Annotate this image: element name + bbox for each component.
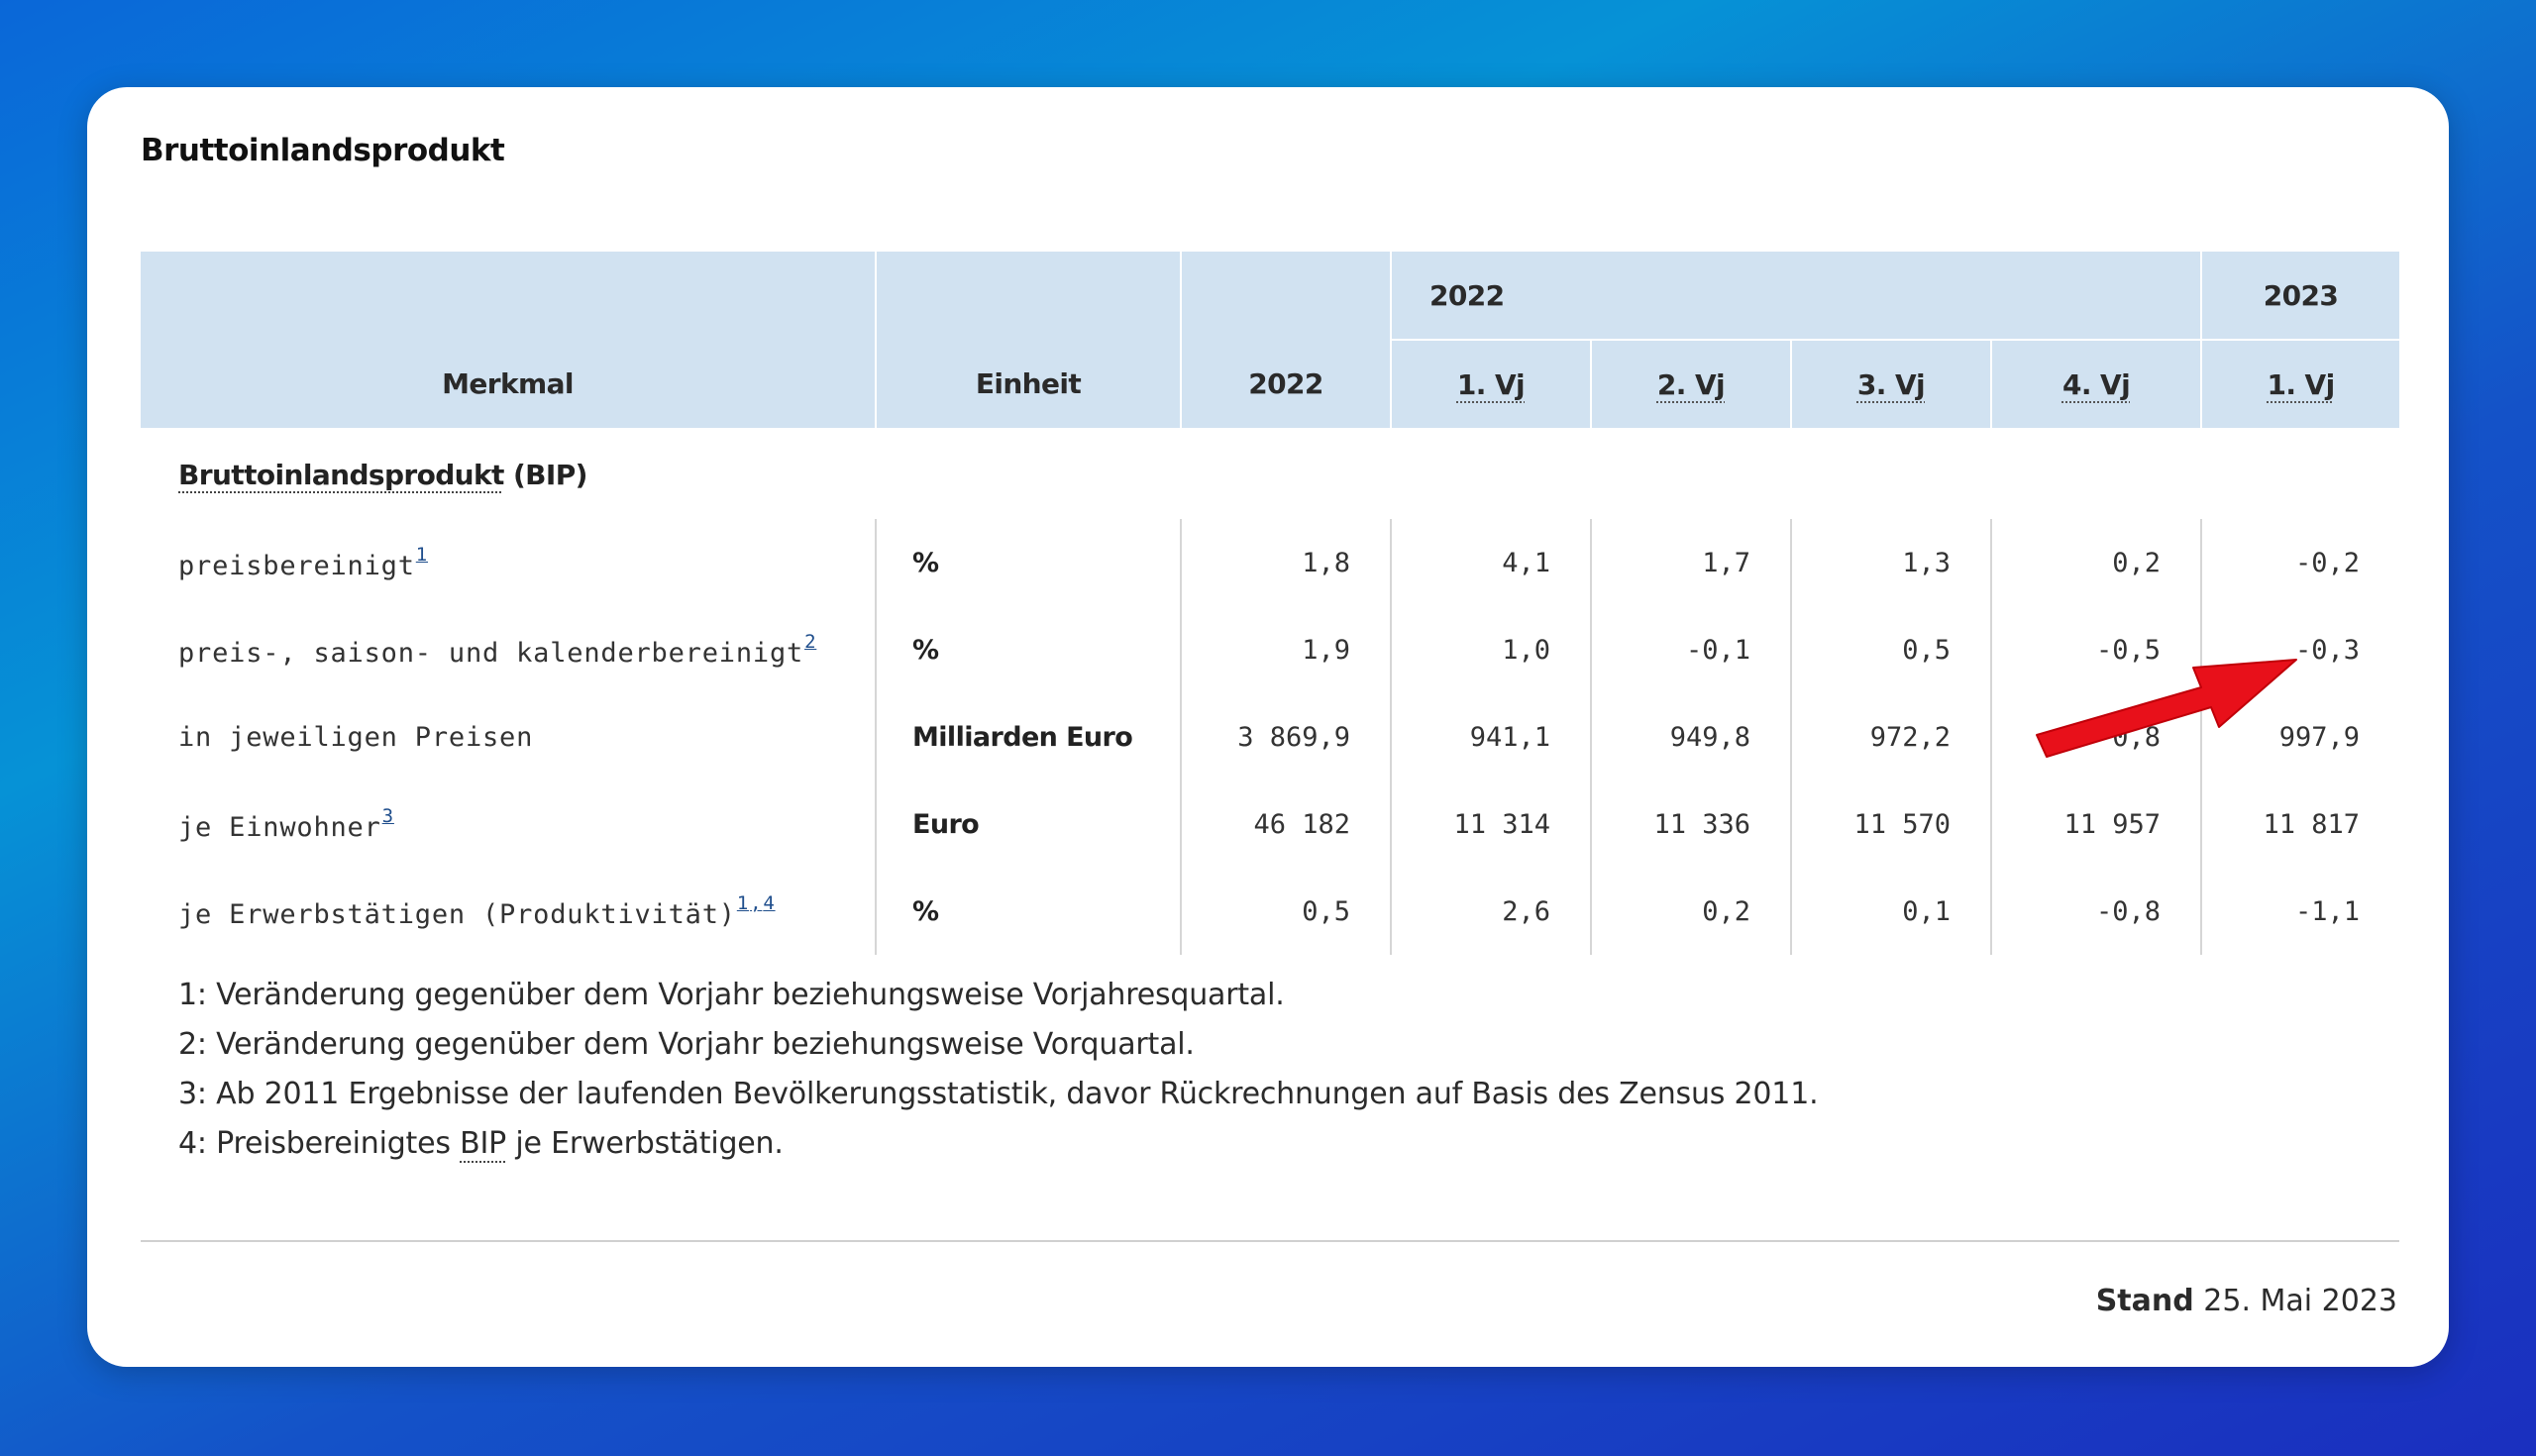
row-unit: % <box>875 519 1181 606</box>
row-unit: % <box>875 868 1181 955</box>
cell-value: 2,6 <box>1390 868 1591 955</box>
section-suffix: (BIP) <box>512 458 587 491</box>
header-quarter: 4. Vj <box>1991 340 2203 430</box>
footnote-link[interactable]: 1 <box>736 892 750 914</box>
stand-value: 25. Mai 2023 <box>2203 1284 2397 1318</box>
divider <box>141 1240 2399 1242</box>
row-unit: % <box>875 606 1181 693</box>
row-label-text: preisbereinigt <box>178 551 415 581</box>
section-row: Bruttoinlandsprodukt (BIP) <box>141 429 2399 519</box>
stand-label: Stand <box>2095 1284 2194 1318</box>
cell-value: -0,2 <box>2200 519 2400 606</box>
table-row: preis-, saison- und kalenderbereinigt2 %… <box>141 606 2400 693</box>
cell-value: 1,3 <box>1790 519 1991 606</box>
header-row-quarters: 1. Vj 2. Vj 3. Vj 4. Vj 1. Vj <box>141 340 2400 430</box>
cell-value: 949,8 <box>1590 693 1791 780</box>
cell-value: 0,2 <box>1590 868 1791 955</box>
header-quarter: 1. Vj <box>1391 340 1592 430</box>
quarter-abbr: 3. Vj <box>1856 367 1926 401</box>
cell-value: 972,2 <box>1790 693 1991 780</box>
footnote-link[interactable]: 4 <box>763 892 776 914</box>
cell-value: 1,8 <box>1180 519 1391 606</box>
table-row: in jeweiligen Preisen Milliarden Euro 3 … <box>141 693 2400 780</box>
footnote-link[interactable]: 2 <box>804 631 817 653</box>
quarter-abbr: 1. Vj <box>1456 367 1526 401</box>
cell-value: 0,2 <box>1989 519 2202 606</box>
section-title: Bruttoinlandsprodukt (BIP) <box>141 429 2399 519</box>
quarter-abbr: 2. Vj <box>1656 367 1726 401</box>
row-label: je Einwohner3 <box>141 780 876 868</box>
cell-value: 0,5 <box>1790 606 1991 693</box>
header-group-2023: 2023 <box>2201 252 2400 341</box>
row-label-text: je Erwerbstätigen (Produktivität) <box>178 899 736 930</box>
quarter-abbr: 1. Vj <box>2267 367 2335 401</box>
row-label-text: in jeweiligen Preisen <box>178 721 534 753</box>
cell-value: 4,1 <box>1390 519 1591 606</box>
cell-value: 11 314 <box>1390 780 1591 868</box>
bip-table: Merkmal Einheit 2022 2022 2023 1. Vj 2. … <box>141 252 2400 955</box>
table-row: preisbereinigt1 % 1,8 4,1 1,7 1,3 0,2 -0… <box>141 519 2400 606</box>
cell-value: 11 570 <box>1790 780 1991 868</box>
row-label: in jeweiligen Preisen <box>141 693 876 780</box>
header-quarter: 2. Vj <box>1591 340 1792 430</box>
footnote-4-prefix: 4: Preisbereinigtes <box>178 1126 461 1161</box>
red-arrow-icon <box>2036 659 2297 758</box>
table-row: je Einwohner3 Euro 46 182 11 314 11 336 … <box>141 780 2400 868</box>
cell-value: 11 817 <box>2200 780 2400 868</box>
bip-abbr: BIP <box>460 1126 507 1161</box>
cell-value: 1,0 <box>1390 606 1591 693</box>
cell-value: 0,1 <box>1790 868 1991 955</box>
quarter-abbr: 4. Vj <box>2061 367 2131 401</box>
header-quarter: 1. Vj <box>2201 340 2400 430</box>
footnote-link[interactable]: 3 <box>381 805 394 827</box>
section-abbr: Bruttoinlandsprodukt <box>178 458 504 491</box>
header-group-2022: 2022 <box>1391 252 2203 341</box>
footnote-1: 1: Veränderung gegenüber dem Vorjahr bez… <box>178 978 1285 1012</box>
row-label-text: preis-, saison- und kalenderbereinigt <box>178 638 804 669</box>
cell-value: 11 336 <box>1590 780 1791 868</box>
card-title: Bruttoinlandsprodukt <box>141 133 505 168</box>
cell-value: 11 957 <box>1989 780 2202 868</box>
header-einheit: Einheit <box>876 252 1182 430</box>
row-label: preisbereinigt1 <box>141 519 876 606</box>
footnote-4-suffix: je Erwerbstätigen. <box>506 1126 784 1161</box>
cell-value: -0,8 <box>1989 868 2202 955</box>
row-unit: Euro <box>875 780 1181 868</box>
header-merkmal: Merkmal <box>141 252 877 430</box>
cell-value: 46 182 <box>1180 780 1391 868</box>
stand-date: Stand 25. Mai 2023 <box>2096 1284 2397 1318</box>
bip-card: Bruttoinlandsprodukt Merkmal Einheit 202… <box>87 87 2449 1367</box>
footnotes: 1: Veränderung gegenüber dem Vorjahr bez… <box>178 971 1819 1169</box>
footnote-3: 3: Ab 2011 Ergebnisse der laufenden Bevö… <box>178 1077 1819 1111</box>
header-year-2022: 2022 <box>1181 252 1392 430</box>
cell-value: 941,1 <box>1390 693 1591 780</box>
cell-value: -0,1 <box>1590 606 1791 693</box>
row-label: preis-, saison- und kalenderbereinigt2 <box>141 606 876 693</box>
cell-value: 3 869,9 <box>1180 693 1391 780</box>
table-row: je Erwerbstätigen (Produktivität)1,4 % 0… <box>141 868 2400 955</box>
cell-value: 1,9 <box>1180 606 1391 693</box>
footnote-4: 4: Preisbereinigtes BIP je Erwerbstätige… <box>178 1119 1818 1169</box>
cell-value: -0,5 <box>1989 606 2202 693</box>
row-label-text: je Einwohner <box>178 812 381 843</box>
row-unit: Milliarden Euro <box>875 693 1181 780</box>
footnote-link[interactable]: 1 <box>415 544 429 566</box>
cell-value: 1,7 <box>1590 519 1791 606</box>
header-quarter: 3. Vj <box>1791 340 1992 430</box>
cell-value: -1,1 <box>2200 868 2400 955</box>
cell-value: 0,5 <box>1180 868 1391 955</box>
footnote-separator: , <box>750 892 763 914</box>
row-label: je Erwerbstätigen (Produktivität)1,4 <box>141 868 876 955</box>
footnote-2: 2: Veränderung gegenüber dem Vorjahr bez… <box>178 1027 1195 1062</box>
header-row-group: Merkmal Einheit 2022 2022 2023 <box>141 252 2400 430</box>
